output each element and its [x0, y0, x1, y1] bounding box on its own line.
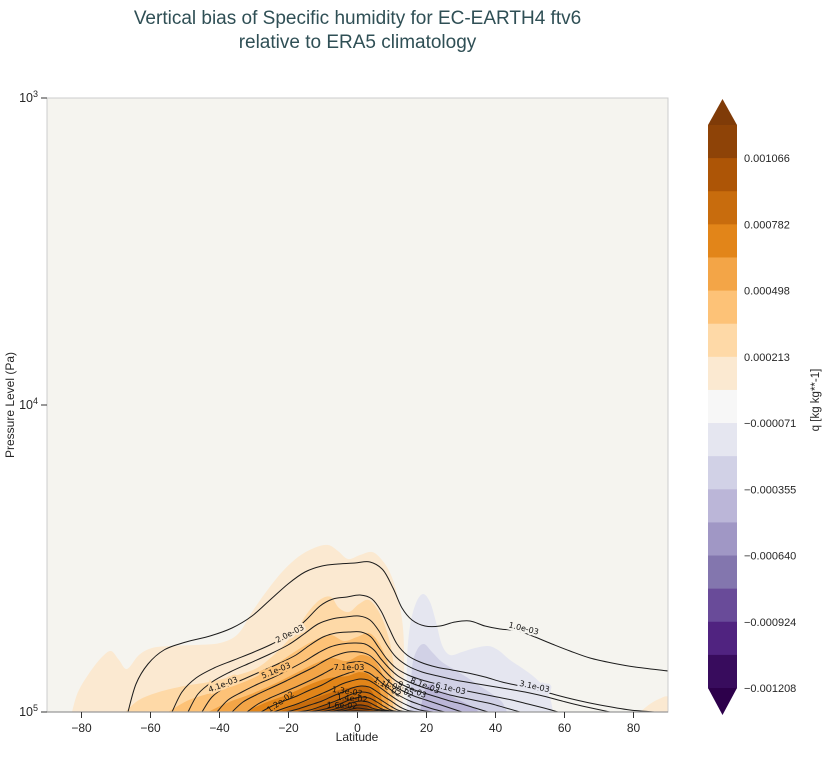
colorbar-segment-5 [708, 290, 737, 325]
contour-line-1.4e-02 [327, 704, 397, 712]
colorbar-tick-label-−0.000924: −0.000924 [744, 617, 796, 629]
colorbar-segment-7 [708, 356, 737, 391]
y-tick-label-100000: 105 [19, 703, 38, 719]
contour-line-5.1e-03 [216, 642, 521, 712]
x-tick-label--80: −80 [71, 721, 92, 735]
colorbar-segment-11 [708, 489, 737, 523]
colorbar-tick-label-−0.000355: −0.000355 [744, 484, 796, 496]
colorbar: 0.001066 0.000782 0.000498 0.000213 −0.00007… [708, 99, 796, 715]
colorbar-tick-label-−0.000071: −0.000071 [744, 418, 796, 430]
contour-line-4.1e-03 [201, 631, 559, 712]
contour-line-1.2e-02 [308, 696, 410, 712]
x-tick-label--60: −60 [140, 721, 161, 735]
y-axis-ticks: 103 104 105 [19, 89, 47, 719]
x-tick-label--40: −40 [209, 721, 230, 735]
x-tick-label-60: 60 [558, 721, 572, 735]
colorbar-segment-8 [708, 389, 737, 424]
contour-line-2.0e-03 [171, 594, 656, 712]
contour-lines [127, 561, 668, 712]
contour-line-9.2e-03 [273, 678, 434, 712]
y-tick-label-10000: 104 [19, 396, 38, 412]
contour-line-8.1e-03 [260, 670, 446, 712]
colorbar-segment-0 [708, 125, 737, 159]
x-tick-label-80: 80 [627, 721, 641, 735]
contour-line-1.3e-02 [318, 700, 403, 712]
colorbar-segment-13 [708, 555, 737, 590]
contour-label-1.3e-02: 1.3e-02 [332, 685, 364, 698]
colorbar-tick-label-0.000782: 0.000782 [744, 219, 790, 231]
x-tick-label-20: 20 [420, 721, 434, 735]
contour-line-7.1e-03 [246, 661, 463, 712]
contour-line-1.5e-02 [335, 707, 391, 712]
colorbar-segment-6 [708, 323, 737, 358]
contour-line-3.1e-03 [187, 615, 611, 712]
y-axis-label: Pressure Level (Pa) [3, 351, 17, 459]
colorbar-segment-15 [708, 621, 737, 656]
contour-line-1.0e-03 [127, 561, 668, 712]
contour-line-1.0e-02 [285, 685, 425, 712]
colorbar-segment-12 [708, 522, 737, 557]
colorbar-segment-16 [708, 654, 737, 689]
colorbar-segment-14 [708, 588, 737, 623]
contour-line-1.1e-02 [297, 691, 417, 712]
x-tick-label-0: 0 [354, 721, 361, 735]
colorbar-tick-label-0.001066: 0.001066 [744, 153, 790, 165]
colorbar-label: q [kg kg**-1] [810, 368, 822, 432]
contour-label-1.6e-02: 1.6e-02 [327, 700, 358, 710]
colorbar-tick-label-0.000498: 0.000498 [744, 286, 790, 298]
colorbar-segment-9 [708, 423, 737, 457]
colorbar-tick-label-0.000213: 0.000213 [744, 352, 790, 364]
colorbar-tick-label-−0.000640: −0.000640 [744, 551, 796, 563]
x-axis-label: Latitude [335, 730, 379, 744]
colorbar-segment-2 [708, 191, 737, 225]
colorbar-under-arrow [708, 688, 737, 715]
colorbar-segment-3 [708, 224, 737, 258]
contour-label-7.1e-03: 7.1e-03 [334, 663, 365, 672]
chart-title-line1: Vertical bias of Specific humidity for E… [133, 8, 582, 29]
colorbar-tick-label-−0.001208: −0.001208 [744, 683, 796, 695]
colorbar-segment-10 [708, 456, 737, 490]
colorbar-segment-4 [708, 257, 737, 292]
colorbar-segment-1 [708, 158, 737, 192]
y-tick-label-1000: 103 [19, 89, 38, 105]
x-tick-label-40: 40 [489, 721, 503, 735]
colorbar-over-arrow [708, 99, 737, 125]
chart-title: Vertical bias of Specific humidity for E… [47, 7, 668, 55]
filled-region-pos-band-1-right [640, 696, 668, 712]
chart-title-line2: relative to ERA5 climatology [238, 32, 477, 53]
x-tick-label--20: −20 [278, 721, 299, 735]
contour-label-1.4e-02: 1.4e-02 [337, 693, 368, 704]
x-axis-ticks: −80 −60 −40 −20 0 20 40 60 80 [71, 712, 640, 735]
contour-line-6.1e-03 [231, 651, 489, 712]
plot-content: 1.0e-032.0e-033.1e-034.1e-035.1e-036.1e-… [72, 544, 668, 712]
